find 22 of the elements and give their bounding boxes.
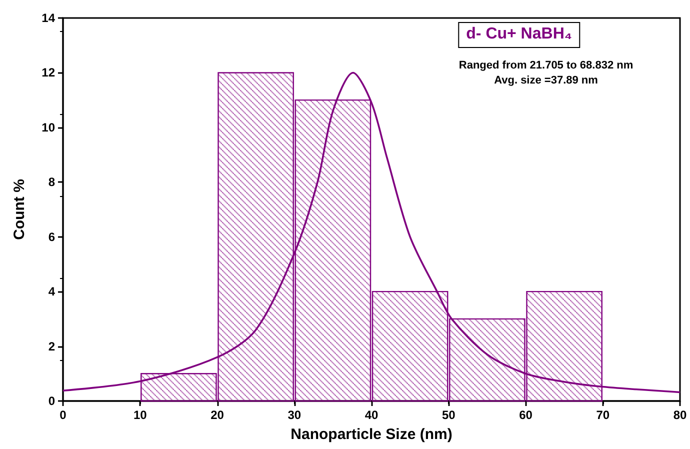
x-tick-label: 10 xyxy=(133,408,148,422)
annotation: Ranged from 21.705 to 68.832 nm xyxy=(458,60,634,72)
x-tick-label: 40 xyxy=(364,408,378,422)
x-axis-title: Nanoparticle Size (nm) xyxy=(290,426,452,443)
x-tick-label: 70 xyxy=(596,408,610,422)
x-tick-label: 50 xyxy=(442,408,456,422)
y-tick-label: 4 xyxy=(48,284,56,299)
y-tick-label: 10 xyxy=(42,120,56,134)
x-tick-label: 0 xyxy=(60,408,67,422)
annotation: Avg. size =37.89 nm xyxy=(494,74,598,86)
x-tick-label: 80 xyxy=(673,408,687,422)
y-tick-label: 8 xyxy=(48,175,56,190)
y-tick-label: 0 xyxy=(48,394,56,408)
y-tick-label: 14 xyxy=(42,11,56,25)
x-tick-label: 60 xyxy=(519,408,533,422)
y-axis-title: Count % xyxy=(11,179,28,240)
x-tick-label: 30 xyxy=(288,408,302,422)
x-tick-label: 20 xyxy=(210,408,224,422)
y-tick-label: 6 xyxy=(48,230,56,244)
y-tick-label: 2 xyxy=(48,339,56,354)
chart-title: d- Cu+ NaBH₄ xyxy=(466,26,572,42)
y-tick-label: 12 xyxy=(42,66,56,80)
